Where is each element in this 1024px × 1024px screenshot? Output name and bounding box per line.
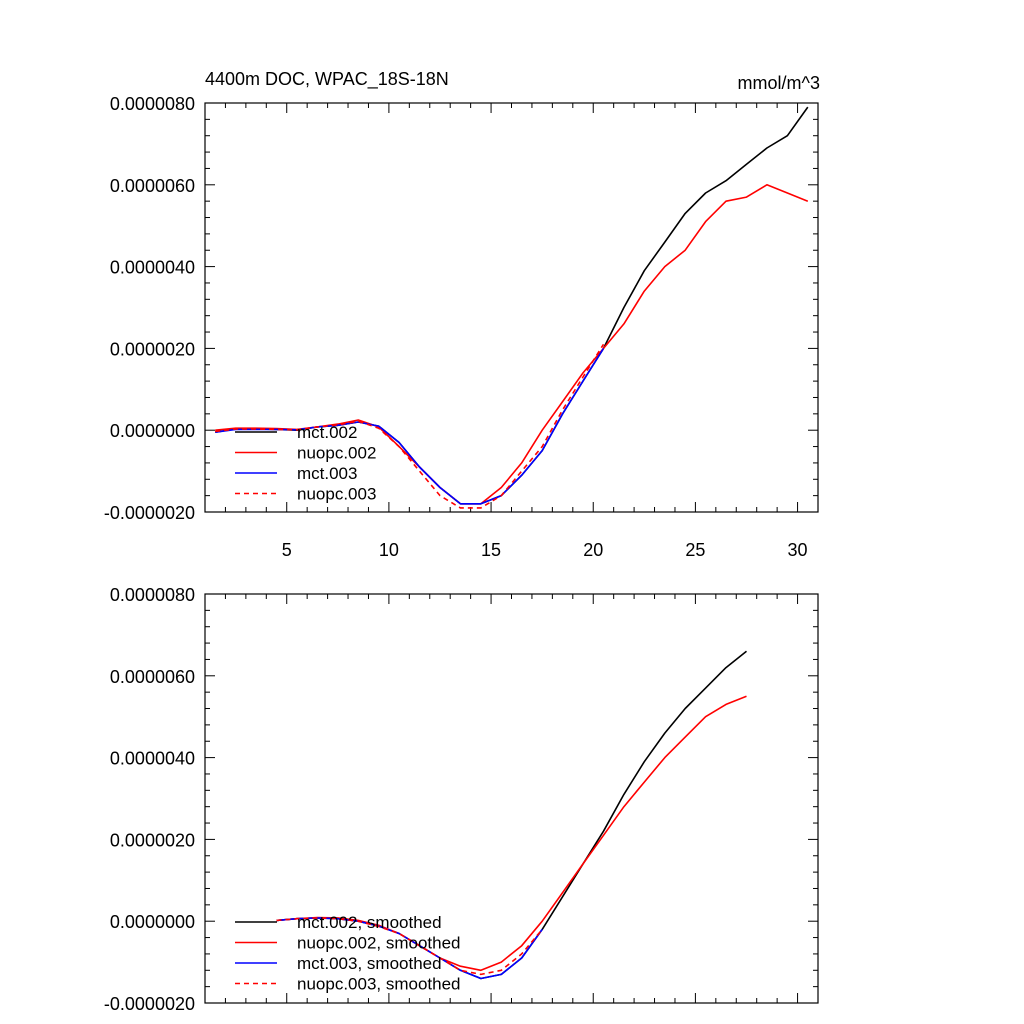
legend-label: mct.003, smoothed [297, 954, 442, 973]
legend-label: nuopc.002, smoothed [297, 934, 461, 953]
x-tick-label: 25 [685, 540, 705, 560]
legend-label: nuopc.002 [297, 444, 376, 463]
x-tick-label: 5 [282, 540, 292, 560]
x-tick-label: 15 [481, 540, 501, 560]
y-tick-label: 0.0000040 [110, 749, 195, 769]
y-tick-label: -0.0000020 [104, 994, 195, 1014]
y-tick-label: 0.0000020 [110, 339, 195, 359]
y-tick-label: 0.0000080 [110, 585, 195, 605]
y-tick-label: 0.0000000 [110, 421, 195, 441]
series-line-4 [276, 917, 543, 976]
chart-title: 4400m DOC, WPAC_18S-18N [205, 69, 449, 90]
legend-label: nuopc.003 [297, 485, 376, 504]
y-tick-label: 0.0000060 [110, 176, 195, 196]
panel-2: -0.0000020 0.0000000 0.0000020 0.0000040 0.0… [104, 585, 819, 1014]
x-tick-label: 30 [788, 540, 808, 560]
y-tick-label: 0.0000040 [110, 258, 195, 278]
units-label: mmol/m^3 [738, 73, 820, 93]
legend-label: nuopc.003, smoothed [297, 975, 461, 994]
x-tick-label: 20 [583, 540, 603, 560]
series-line-4 [215, 343, 605, 509]
legend-label: mct.003 [297, 464, 357, 483]
legend-label: mct.002 [297, 423, 357, 442]
y-tick-label: 0.0000060 [110, 667, 195, 687]
legend-label: mct.002, smoothed [297, 913, 442, 932]
panel-1: -0.0000020 0.0000000 0.0000020 0.0000040 0.0… [104, 69, 820, 560]
y-tick-label: 0.0000020 [110, 830, 195, 850]
x-tick-label: 10 [379, 540, 399, 560]
y-tick-label: -0.0000020 [104, 503, 195, 523]
y-tick-label: 0.0000080 [110, 94, 195, 114]
y-tick-label: 0.0000000 [110, 912, 195, 932]
